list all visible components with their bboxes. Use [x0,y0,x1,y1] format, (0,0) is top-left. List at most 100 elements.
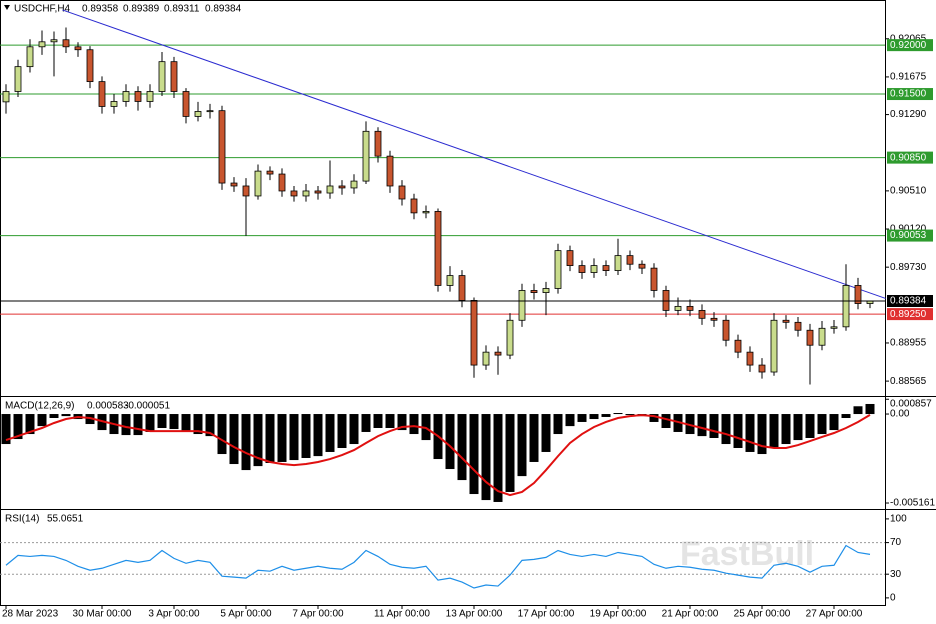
macd-bar [229,414,239,465]
macd-bar [781,414,791,445]
candle-body [350,180,358,189]
rsi-title: RSI(14) [5,514,39,525]
macd-bar [481,414,491,501]
candle-body [266,170,274,175]
level-label: 0.90850 [890,152,927,163]
candle-body [770,319,778,373]
macd-bar [37,414,47,427]
x-tick-label: 21 Apr 00:00 [662,609,719,620]
candle-body [278,173,286,192]
macd-bar [265,414,275,463]
candle-body [158,61,166,92]
y-tick-label: 0.91290 [890,109,927,120]
y-tick-label: 70 [890,537,902,548]
current-price-box [887,295,933,308]
macd-bar [49,414,59,418]
macd-bar [817,414,827,435]
macd-bar [181,414,191,432]
candle-body [110,101,118,107]
y-tick-label: 0.90510 [890,186,927,197]
macd-bar [565,414,575,427]
last-open: 0.89358 [82,4,119,15]
macd-bar [61,414,71,417]
macd-bar [517,414,527,477]
candle-body [2,91,10,103]
candle-body [470,300,478,366]
macd-bar [469,414,479,495]
macd-bar [457,414,467,481]
macd-bar [649,414,659,422]
y-tick-label: 0.89730 [890,262,927,273]
macd-bar [829,414,839,431]
candle-body [554,250,562,289]
macd-bar [277,414,287,462]
x-tick-label: 5 Apr 00:00 [220,609,272,620]
macd-bar [1,414,11,445]
candle-body [674,305,682,311]
candle-body [686,305,694,311]
macd-bar [325,414,335,452]
macd-bar [577,414,587,422]
macd-bar [769,414,779,448]
macd-bar [541,414,551,452]
y-tick-label: 0.88565 [890,376,927,387]
y-tick-label: 0.92065 [890,33,927,44]
candle-body [506,319,514,356]
x-tick-label: 13 Apr 00:00 [446,609,503,620]
y-tick-label: 100 [890,514,907,525]
candle-body [122,91,130,102]
candle-body [134,91,142,102]
macd-bar [25,414,35,435]
candle-body [314,190,322,194]
macd-bar [349,414,359,445]
candle-body [818,327,826,346]
level-label-box [887,39,933,52]
rsi-value: 55.0651 [47,514,84,525]
candle-body [638,263,646,269]
macd-bar [85,414,95,425]
candle-body [518,290,526,321]
macd-bar [853,406,863,415]
candle-body [626,255,634,265]
candle-body [374,130,382,157]
candle-body [746,351,754,366]
candle-body [722,319,730,341]
candle-body [386,155,394,187]
candle-body [782,319,790,323]
y-tick-label: -0.005161 [890,498,935,509]
x-tick-label: 17 Apr 00:00 [518,609,575,620]
macd-bar [289,414,299,461]
macd-bar [553,414,563,435]
macd-bar [313,414,323,457]
macd-bar [133,414,143,436]
y-tick-label: 0.91675 [890,72,927,83]
candle-body [830,326,838,329]
macd-bar [697,414,707,437]
plot-frame [0,0,886,606]
level-label-box [887,88,933,101]
candle-body [410,198,418,214]
macd-bar [193,414,203,435]
macd-bar [673,414,683,432]
candle-body [650,267,658,291]
macd-bar [301,414,311,458]
level-label: 0.91500 [890,89,927,100]
candle-body [14,66,22,92]
last-close: 0.89384 [205,4,242,15]
candle-body [86,49,94,83]
macd-bar [121,414,131,436]
candle-body [662,290,670,311]
y-tick-label: 0.00 [890,409,910,420]
macd-bar [145,414,155,432]
candle-body [434,211,442,286]
y-tick-label: 0 [890,593,896,604]
candle-body [194,111,202,117]
macd-bar [445,414,455,470]
candle-body [206,110,214,113]
y-tick-label: 30 [890,569,902,580]
candle-body [170,61,178,92]
macd-bar [373,414,383,428]
level-label-box [887,151,933,164]
candle-body [38,41,46,48]
